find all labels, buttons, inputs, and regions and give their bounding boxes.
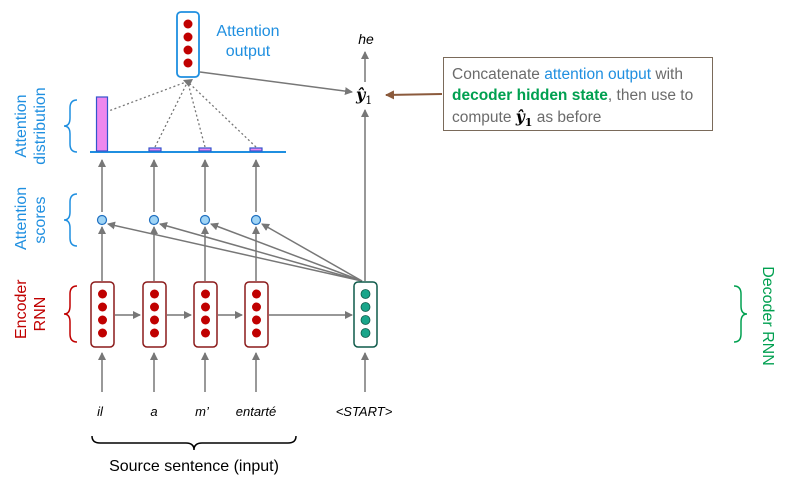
attention-output-to-yhat-arrow xyxy=(199,71,353,96)
decoder-rnn-cell xyxy=(353,281,378,348)
callout-yhat: ŷ xyxy=(515,107,525,126)
callout-arrow xyxy=(385,90,443,100)
brace-source-sentence xyxy=(91,435,297,451)
encoder-rnn-cells xyxy=(90,281,269,348)
decoder-start-token: <START> xyxy=(335,404,393,419)
dotted-attention-lines xyxy=(105,81,257,148)
source-word: entarté xyxy=(235,404,277,419)
brace-encoder xyxy=(63,285,78,343)
attention-output-cell xyxy=(176,11,200,78)
blue-braces xyxy=(63,99,78,247)
yhat-subscript: 1 xyxy=(365,94,373,108)
callout-box: Concatenate attention output with decode… xyxy=(443,57,713,131)
encoder-rnn-line2: RNN xyxy=(32,296,49,332)
attention-score-circles xyxy=(96,214,262,226)
score-to-distribution-arrows xyxy=(98,159,260,212)
attention-output-label: Attention output xyxy=(209,22,287,62)
encoder-rnn-line1: Encoder xyxy=(13,279,30,339)
score-circle xyxy=(199,214,211,226)
attention-bar xyxy=(249,147,263,152)
brace-decoder xyxy=(733,285,748,343)
decoder-to-score-arrows xyxy=(107,221,363,282)
decoder-output-word: he xyxy=(358,31,374,47)
attention-bar xyxy=(95,96,109,152)
dotted-arrowhead xyxy=(183,79,193,87)
encoder-cell xyxy=(244,281,269,348)
attention-distribution-bars xyxy=(95,96,263,152)
attention-distribution-line2: distribution xyxy=(32,87,49,165)
callout-attention-output: attention output xyxy=(544,66,652,83)
attention-scores-label: Attention scores xyxy=(12,186,52,250)
attention-distribution-line1: Attention xyxy=(13,94,30,158)
callout-yhat-sub: 1 xyxy=(524,116,533,130)
score-circle xyxy=(96,214,108,226)
encoder-cell xyxy=(193,281,218,348)
attention-bar xyxy=(148,147,162,152)
attention-bar xyxy=(198,147,212,152)
callout-text-3: , then use to compute xyxy=(452,87,694,126)
encoder-cell xyxy=(142,281,167,348)
brace-distribution xyxy=(63,99,78,153)
attention-scores-line1: Attention xyxy=(13,186,30,250)
source-word: il xyxy=(97,404,103,419)
encoder-to-score-arrows xyxy=(98,226,260,281)
attention-scores-line2: scores xyxy=(32,196,49,244)
callout-text-4: as before xyxy=(532,109,602,126)
encoder-cell xyxy=(90,281,115,348)
decoder-rnn-label: Decoder RNN xyxy=(759,266,776,366)
yhat-label: ŷ1 xyxy=(356,85,372,107)
source-word: a xyxy=(150,404,158,419)
brace-scores xyxy=(63,193,78,247)
yhat-symbol: ŷ xyxy=(356,85,366,104)
encoder-rnn-label: Encoder RNN xyxy=(12,279,52,339)
attention-output-label-line2: output xyxy=(225,43,271,60)
source-sentence-label: Source sentence (input) xyxy=(109,458,279,475)
score-circle xyxy=(250,214,262,226)
score-circle xyxy=(148,214,160,226)
input-arrows xyxy=(98,352,369,392)
callout-decoder-hidden-state: decoder hidden state xyxy=(452,87,608,104)
callout-text-2: with xyxy=(651,66,683,83)
attention-output-label-line1: Attention xyxy=(216,23,280,40)
callout-text-1: Concatenate xyxy=(452,66,545,83)
attention-distribution-label: Attention distribution xyxy=(12,86,52,166)
source-word: m’ xyxy=(195,404,209,419)
